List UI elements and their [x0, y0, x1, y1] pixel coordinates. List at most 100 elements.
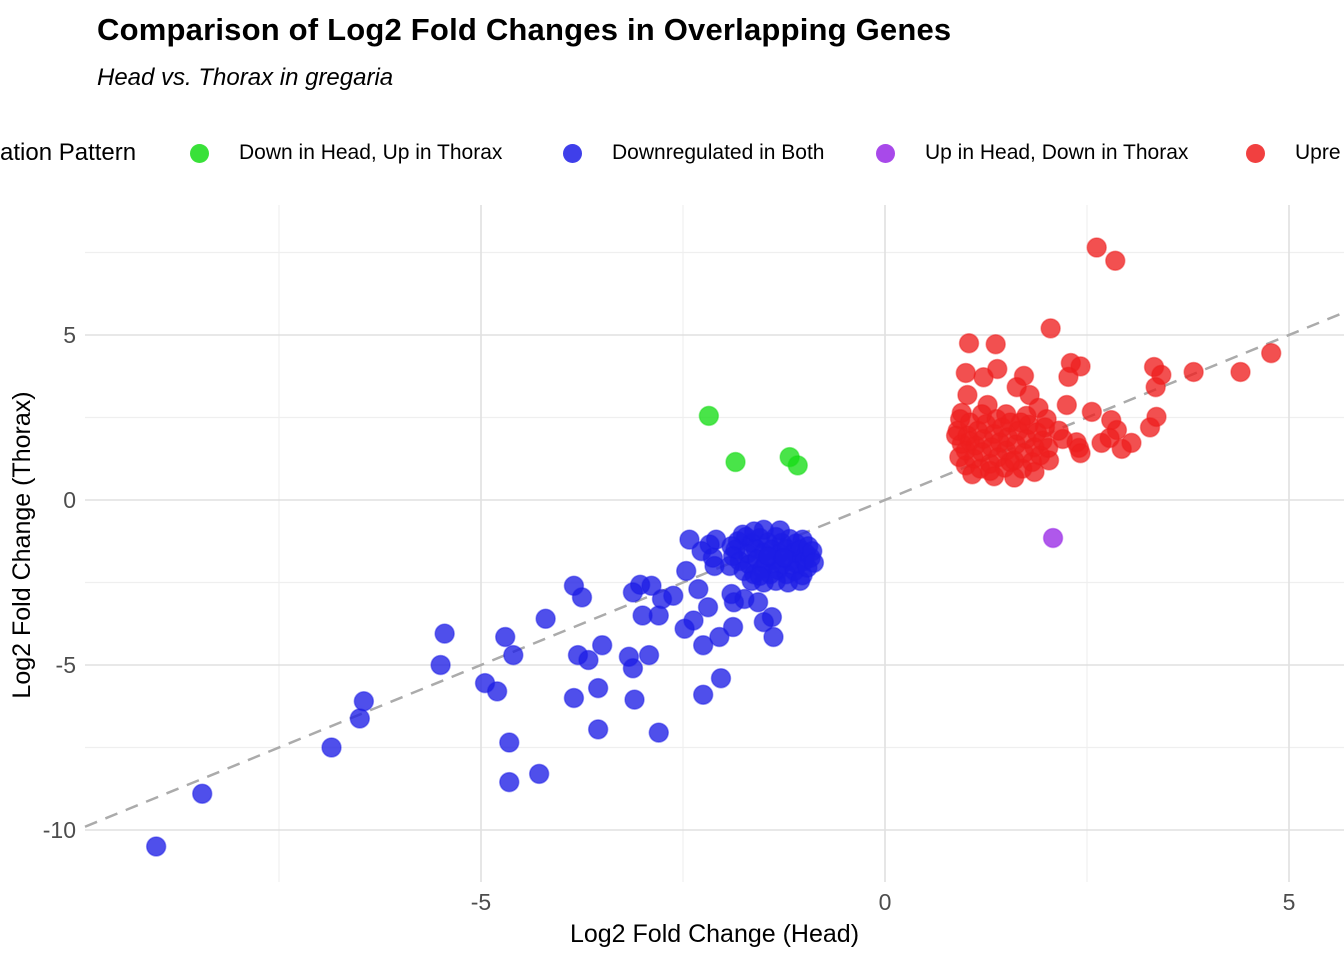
data-point: [1183, 361, 1204, 383]
data-point: [494, 626, 516, 648]
data-point: [957, 384, 978, 406]
legend-item: Upre: [1246, 132, 1341, 174]
identity-line: [84, 311, 1344, 828]
data-point: [1036, 408, 1057, 430]
data-point: [1260, 342, 1282, 364]
data-point: [1040, 318, 1061, 339]
series-upregulated-in-both: [945, 237, 1282, 488]
data-point: [697, 597, 719, 618]
data-point: [349, 708, 371, 729]
data-point: [591, 634, 613, 656]
legend-item-label: Down in Head, Up in Thorax: [239, 141, 503, 164]
data-point: [430, 654, 451, 676]
y-axis-title: Log2 Fold Change (Thorax): [8, 391, 36, 698]
data-point: [1230, 361, 1251, 383]
data-point: [763, 626, 784, 648]
data-point: [753, 611, 775, 633]
data-point: [971, 403, 993, 425]
data-point: [1037, 437, 1059, 459]
data-point: [698, 405, 720, 427]
data-point: [499, 732, 520, 753]
data-point: [721, 583, 742, 605]
legend-item-label: Up in Head, Down in Thorax: [925, 141, 1189, 164]
data-point: [979, 460, 1001, 482]
data-point: [1099, 427, 1120, 449]
data-point: [747, 592, 769, 613]
y-tick-label: 5: [63, 322, 76, 348]
data-point: [769, 520, 791, 541]
data-point: [648, 605, 670, 626]
data-point: [499, 771, 520, 793]
data-point: [955, 362, 977, 384]
data-point: [692, 634, 714, 656]
data-point: [651, 588, 673, 610]
legend-item: Up in Head, Down in Thorax: [876, 132, 1188, 174]
legend-key-dot-icon: [1246, 143, 1265, 163]
data-point: [622, 658, 644, 679]
data-point: [571, 587, 593, 608]
data-point: [353, 691, 375, 712]
data-point: [803, 552, 825, 573]
series-up-in-head-down-in-thorax: [1042, 527, 1064, 549]
data-point: [722, 616, 744, 638]
data-point: [958, 333, 980, 354]
legend-item: Down in Head, Up in Thorax: [190, 132, 502, 174]
data-point: [959, 431, 981, 452]
data-point: [648, 722, 670, 743]
data-point: [1145, 376, 1166, 398]
y-tick-label: 0: [63, 487, 76, 513]
data-point: [985, 333, 1006, 355]
legend-key-dot-icon: [876, 143, 895, 163]
data-point: [683, 610, 704, 631]
chart-title: Comparison of Log2 Fold Changes in Overl…: [97, 12, 952, 47]
data-point: [1024, 461, 1045, 483]
data-point: [503, 644, 524, 666]
data-point: [486, 681, 508, 702]
data-point: [528, 763, 550, 785]
data-point: [679, 529, 700, 550]
data-point: [749, 565, 771, 587]
data-point: [191, 783, 213, 804]
data-point: [787, 455, 808, 476]
data-point: [710, 667, 732, 689]
data-point: [962, 464, 983, 485]
data-point: [624, 689, 645, 710]
data-point: [987, 358, 1008, 380]
data-point: [1105, 250, 1126, 271]
data-point: [719, 555, 741, 577]
data-point: [638, 644, 660, 666]
series-downregulated-in-both: [145, 519, 825, 857]
y-tick-label: -10: [43, 817, 76, 843]
legend-item: Downregulated in Both: [563, 132, 824, 174]
data-point: [563, 687, 585, 709]
series-down-in-head-up-in-thorax: [698, 405, 808, 476]
legend-item-label: Upre: [1295, 141, 1341, 164]
data-point: [1058, 366, 1079, 388]
data-point: [692, 684, 714, 705]
data-point: [145, 836, 167, 857]
data-point: [535, 608, 556, 630]
data-point: [725, 451, 746, 473]
legend: ation Pattern Down in Head, Up in Thorax…: [0, 132, 1344, 174]
data-point: [578, 649, 599, 671]
x-tick-label: 0: [879, 889, 892, 915]
data-point: [1146, 406, 1167, 428]
data-point: [999, 451, 1021, 473]
chart-subtitle: Head vs. Thorax in gregaria: [97, 64, 394, 91]
data-point: [587, 719, 609, 740]
data-point: [1086, 237, 1107, 258]
data-point: [1056, 394, 1078, 416]
x-tick-label: 5: [1283, 889, 1296, 915]
data-point: [1010, 412, 1031, 433]
data-point: [743, 521, 765, 542]
data-point: [675, 560, 697, 582]
data-point: [1042, 527, 1064, 549]
data-point: [434, 623, 455, 644]
data-point: [949, 408, 971, 430]
data-point: [995, 403, 1017, 425]
data-point: [1081, 401, 1103, 423]
data-point: [773, 547, 795, 568]
data-point: [688, 578, 709, 600]
legend-key-dot-icon: [190, 143, 209, 163]
